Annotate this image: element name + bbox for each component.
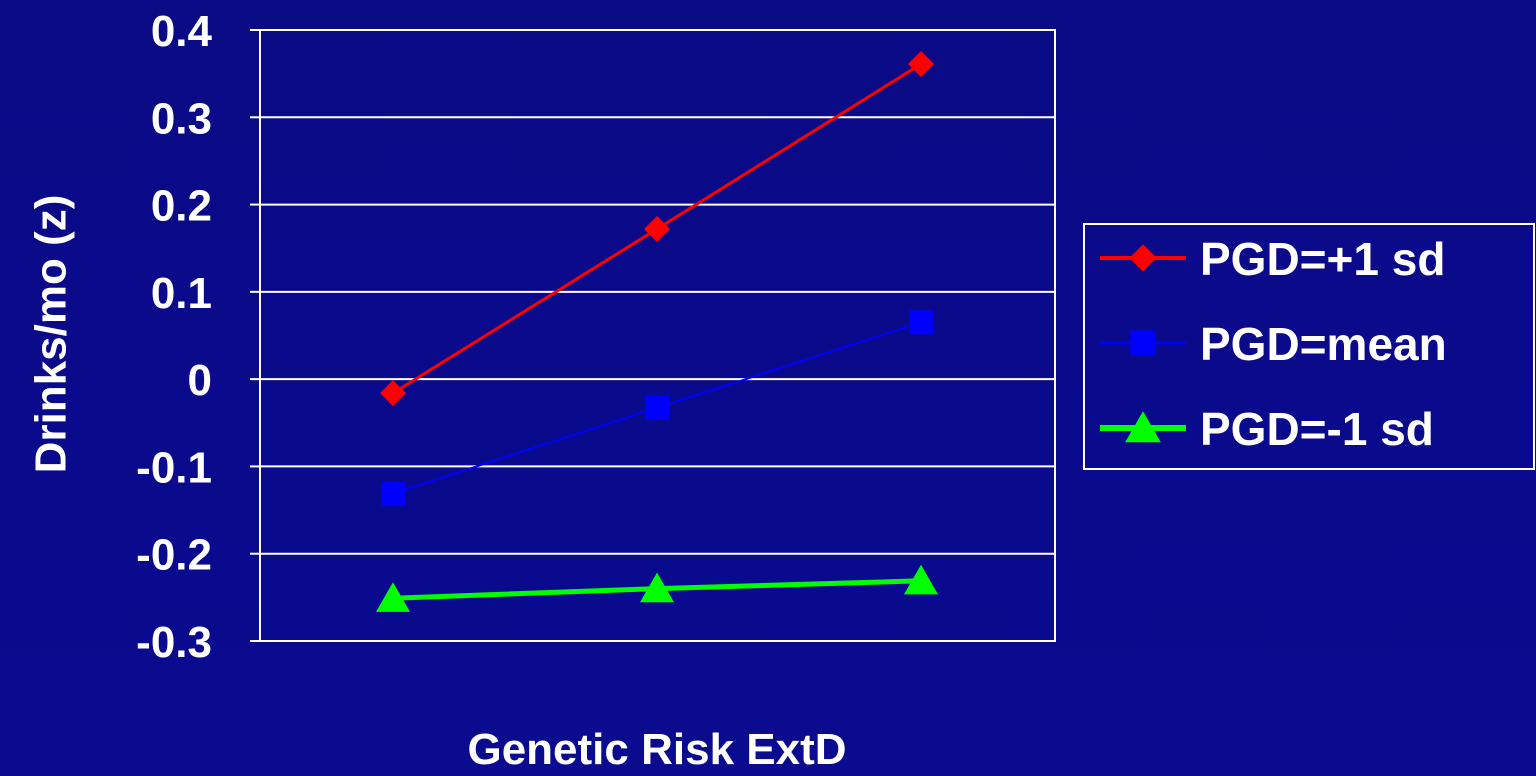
- data-point: [380, 380, 406, 407]
- y-tick-label: 0: [188, 356, 212, 405]
- legend: PGD=+1 sd PGD=mean PGD=-1 sd: [1083, 223, 1535, 470]
- data-point: [1130, 330, 1156, 356]
- data-point: [376, 582, 410, 612]
- legend-item: PGD=-1 sd: [1100, 403, 1434, 455]
- data-point: [381, 481, 405, 506]
- legend-item: PGD=+1 sd: [1100, 233, 1445, 285]
- series-3: [376, 564, 938, 612]
- data-point: [908, 51, 934, 78]
- data-point: [904, 564, 938, 595]
- y-tick-label: -0.2: [136, 531, 212, 580]
- x-axis-title: Genetic Risk ExtD: [467, 725, 846, 774]
- legend-label: PGD=+1 sd: [1200, 233, 1445, 285]
- y-tick-label: 0.1: [151, 269, 212, 318]
- legend-box: [1083, 223, 1535, 470]
- series-1: [380, 51, 934, 407]
- legend-item: PGD=mean: [1100, 318, 1447, 370]
- y-tick-label: 0.4: [151, 7, 213, 56]
- y-tick-label: 0.3: [151, 94, 212, 143]
- y-tick-label: -0.1: [136, 443, 212, 492]
- legend-label: PGD=mean: [1200, 318, 1447, 370]
- data-point: [909, 310, 933, 335]
- y-tick-label: -0.3: [136, 618, 212, 667]
- legend-label: PGD=-1 sd: [1200, 403, 1434, 455]
- y-tick-label: 0.2: [151, 182, 212, 231]
- plot-area: [259, 29, 1056, 642]
- data-point: [645, 395, 669, 420]
- y-axis-title: Drinks/mo (z): [27, 195, 76, 474]
- data-point: [644, 216, 670, 243]
- data-point: [640, 572, 674, 603]
- data-point: [1129, 244, 1157, 272]
- series: [376, 51, 938, 612]
- y-axis: 0.4 0.3 0.2 0.1 0 -0.1 -0.2 -0.3: [136, 7, 260, 667]
- series-2: [381, 310, 933, 506]
- gridlines: [260, 29, 1055, 642]
- data-point: [1125, 411, 1161, 443]
